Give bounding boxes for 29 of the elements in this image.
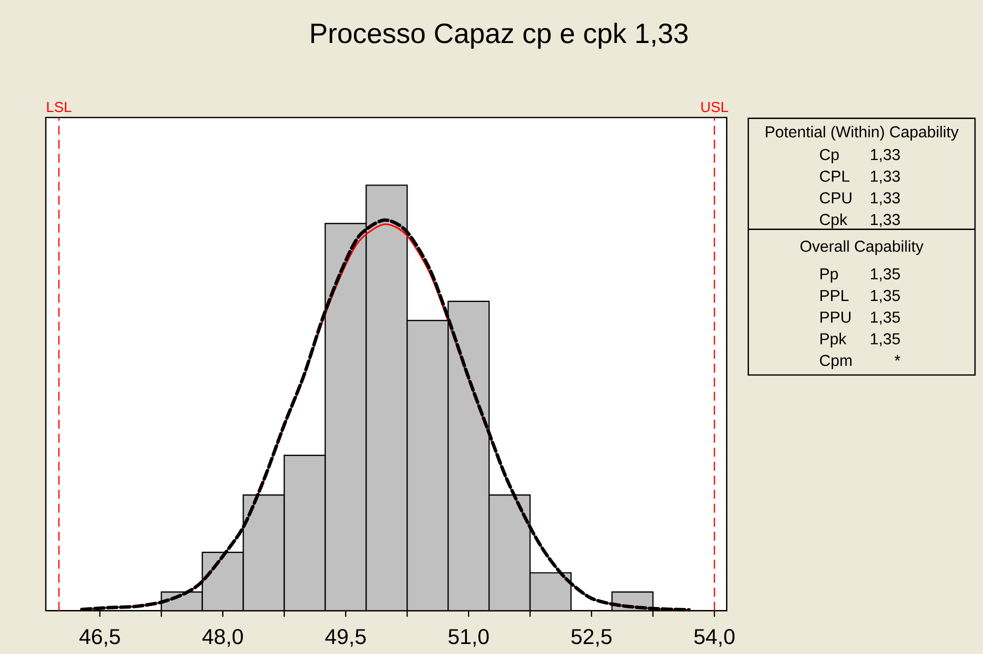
ref-line-label: LSL	[47, 102, 72, 112]
text: PPL	[820, 290, 849, 301]
text: CPL	[820, 170, 850, 182]
text: 1,35	[870, 268, 900, 282]
text: Cpk	[820, 213, 848, 228]
text: *	[894, 355, 900, 361]
chart-title: Processo Capaz cp e cpk 1,33	[311, 22, 688, 49]
text: CPU	[820, 192, 852, 204]
text: 1,33	[870, 214, 900, 227]
ref-line-label: USL	[701, 102, 728, 112]
text: PPU	[820, 312, 850, 323]
text: 1,33	[870, 170, 900, 184]
text: 1,35	[870, 290, 900, 303]
text: Potential (Within) Capability	[766, 126, 959, 141]
text: 1,33	[870, 192, 900, 206]
text: 1,35	[870, 312, 900, 325]
x-tick-label: 48,0	[202, 628, 243, 647]
text: 1,33	[870, 148, 900, 162]
x-tick-label: 46,5	[79, 628, 120, 647]
text: Cp	[820, 148, 839, 164]
text: Ppk	[820, 332, 846, 348]
text: Overall Capability	[800, 240, 924, 255]
x-tick-label: 51,0	[448, 628, 489, 647]
x-tick-label: 54,0	[694, 628, 734, 647]
text: Cpm	[820, 354, 852, 370]
text: Pp	[820, 268, 838, 283]
text: 1,35	[870, 333, 900, 346]
x-tick-label: 49,5	[325, 628, 366, 647]
x-tick-label: 52,5	[571, 628, 612, 647]
